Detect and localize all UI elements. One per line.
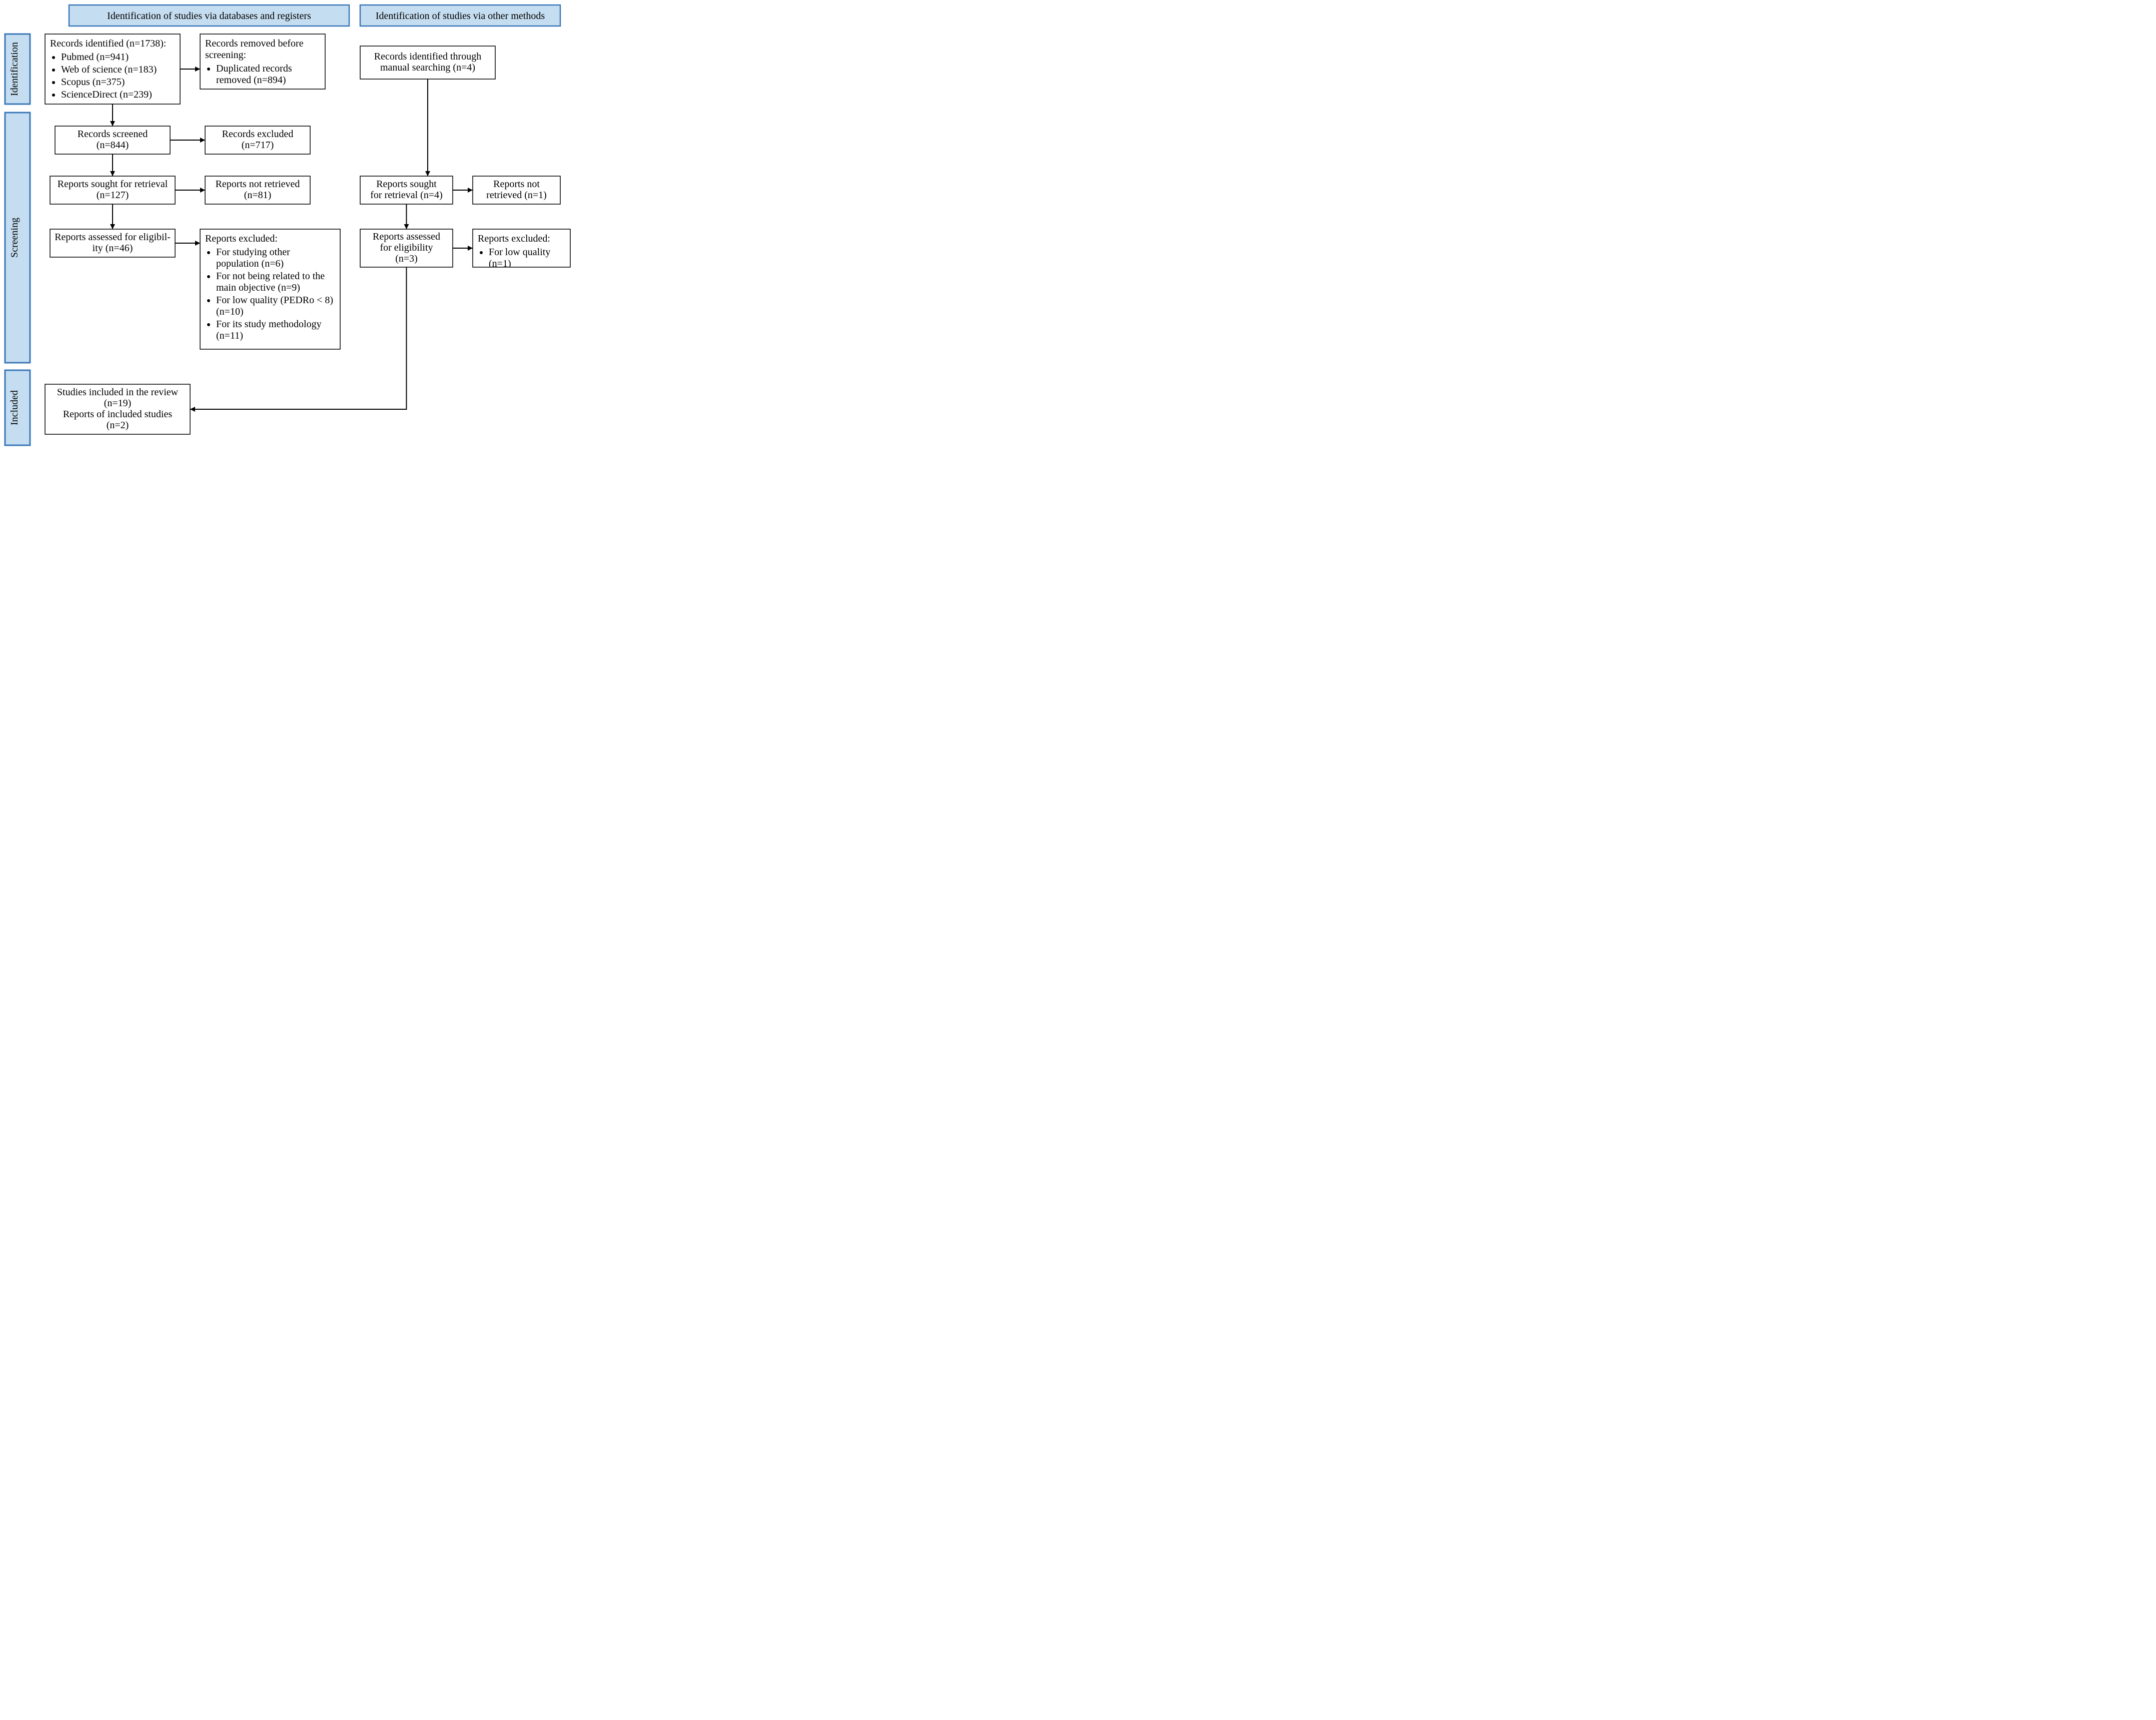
node-records_removed-content: Records removed before screening:Duplica… [200, 34, 325, 89]
node-excluded_a-bullet: For studying other population (n=6) [216, 247, 335, 270]
node-records_identified-lead: Records identified (n=1738): [50, 38, 175, 50]
node-manual_search-line: manual searching (n=4) [380, 62, 475, 73]
node-records_excluded-line: Records excluded [222, 129, 294, 140]
node-records_excluded-line: (n=717) [242, 140, 274, 151]
node-reports_sought_a-line: Reports sought for retrieval [58, 179, 168, 190]
node-reports_sought_b-line: Reports sought [376, 179, 437, 190]
node-assessed_b-line: for eligibility [380, 242, 433, 253]
node-manual_search-line: Records identified through [374, 51, 481, 62]
node-assessed_a-line: Reports assessed for eligibil- [55, 232, 171, 243]
node-excluded_a-bullet: For low quality (PEDRo < 8) (n=10) [216, 295, 335, 318]
header-databases-label: Identification of studies via databases … [107, 11, 311, 22]
node-records_removed-bullet: Duplicated records removed (n=894) [216, 63, 320, 86]
node-excluded_a-bullet: For not being related to the main object… [216, 271, 335, 294]
node-excluded_b-content: Reports excluded: For low quality (n=1) [473, 229, 570, 267]
node-reports_sought_b-line: for retrieval (n=4) [370, 190, 443, 201]
stage-identification-label: Identification [9, 42, 20, 96]
node-reports_sought_a-line: (n=127) [97, 190, 129, 201]
node-included-line: Studies included in the review [57, 387, 179, 398]
node-excluded_a-content: Reports excluded: For studying other popu… [200, 229, 340, 349]
node-excluded_a-list: For studying other population (n=6)For n… [205, 247, 335, 342]
node-reports_not_retrieved_a-line: (n=81) [244, 190, 272, 201]
node-excluded_b-lead: Reports excluded: [478, 233, 565, 245]
node-records_identified-bullet: Pubmed (n=941) [61, 52, 175, 63]
node-records_identified-bullet: Scopus (n=375) [61, 77, 175, 88]
node-assessed_b-line: Reports assessed [373, 231, 440, 242]
node-records_screened-line: Records screened [78, 129, 148, 140]
node-excluded_b-bullet: For low quality (n=1) [489, 247, 565, 267]
node-records_identified-list: Pubmed (n=941)Web of science (n=183)Scop… [50, 52, 175, 101]
node-excluded_a-bullet: For its study methodology (n=11) [216, 319, 335, 342]
node-included-line: Reports of included studies [63, 409, 173, 420]
node-records_identified-bullet: Web of science (n=183) [61, 64, 175, 76]
node-records_removed-list: Duplicated records removed (n=894) [205, 63, 320, 86]
node-records_identified-content: Records identified (n=1738): Pubmed (n=94… [45, 34, 180, 104]
stage-included-label: Included [9, 390, 20, 425]
node-assessed_a-line: ity (n=46) [93, 243, 133, 254]
node-records_removed-lead: Records removed before screening: [205, 38, 320, 61]
node-excluded_b-list: For low quality (n=1) [478, 247, 565, 267]
node-reports_not_retrieved_b-line: Reports not [493, 179, 540, 190]
node-excluded_a-lead: Reports excluded: [205, 233, 335, 245]
node-assessed_b-line: (n=3) [395, 253, 418, 264]
node-records_screened-line: (n=844) [97, 140, 129, 151]
header-other-label: Identification of studies via other meth… [376, 11, 545, 22]
node-reports_not_retrieved_b-line: retrieved (n=1) [486, 190, 547, 201]
prisma-flowchart: Identification of studies via databases … [0, 0, 600, 480]
node-records_identified-bullet: ScienceDirect (n=239) [61, 89, 175, 101]
node-included-line: (n=19) [104, 398, 132, 409]
node-included-line: (n=2) [107, 420, 129, 431]
stage-screening-label: Screening [9, 218, 20, 258]
node-reports_not_retrieved_a-line: Reports not retrieved [216, 179, 300, 190]
